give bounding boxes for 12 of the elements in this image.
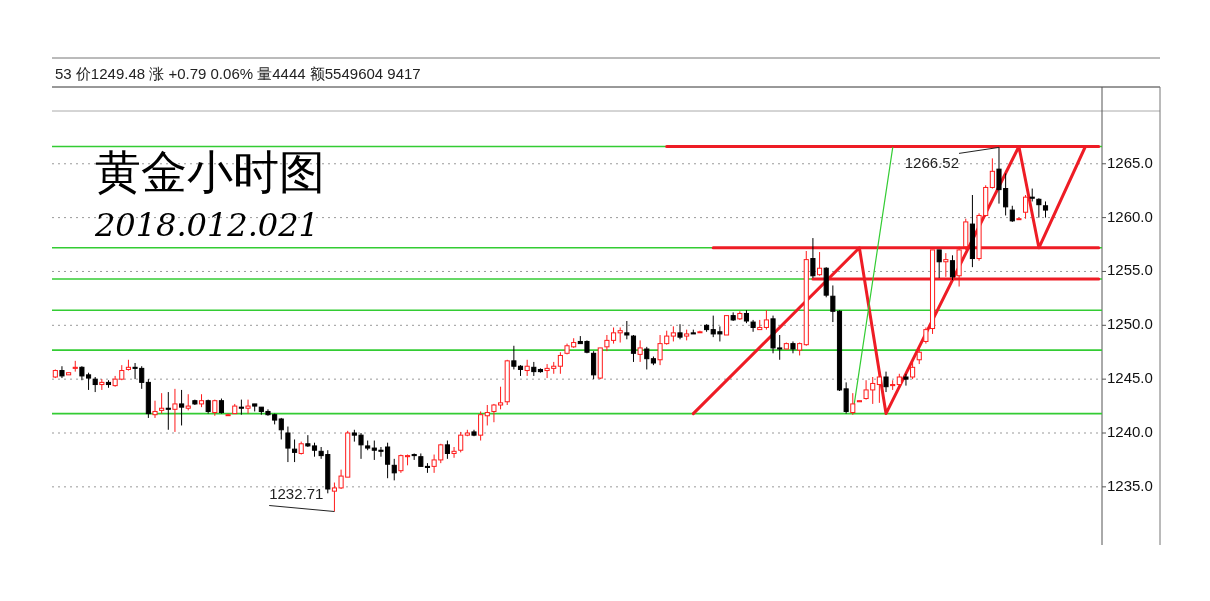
y-tick-label: 1245.0 [1107, 369, 1153, 387]
y-tick-label: 1250.0 [1107, 315, 1153, 333]
annotation: 1232.71 [269, 484, 324, 502]
y-tick-label: 1235.0 [1107, 476, 1153, 494]
text: 53 价1249.48 涨 +0.79 0.06% 量4444 额5549604 9417 [55, 65, 421, 82]
text: 2018.012.021 [94, 206, 319, 244]
y-tick-label: 1240.0 [1107, 422, 1153, 440]
y-tick-label: 1265.0 [1107, 153, 1153, 171]
annotation: 1266.52 [904, 154, 959, 172]
text: 黄金小时图 [95, 145, 325, 199]
y-tick-label: 1255.0 [1107, 261, 1153, 279]
y-tick-label: 1260.0 [1107, 207, 1153, 225]
